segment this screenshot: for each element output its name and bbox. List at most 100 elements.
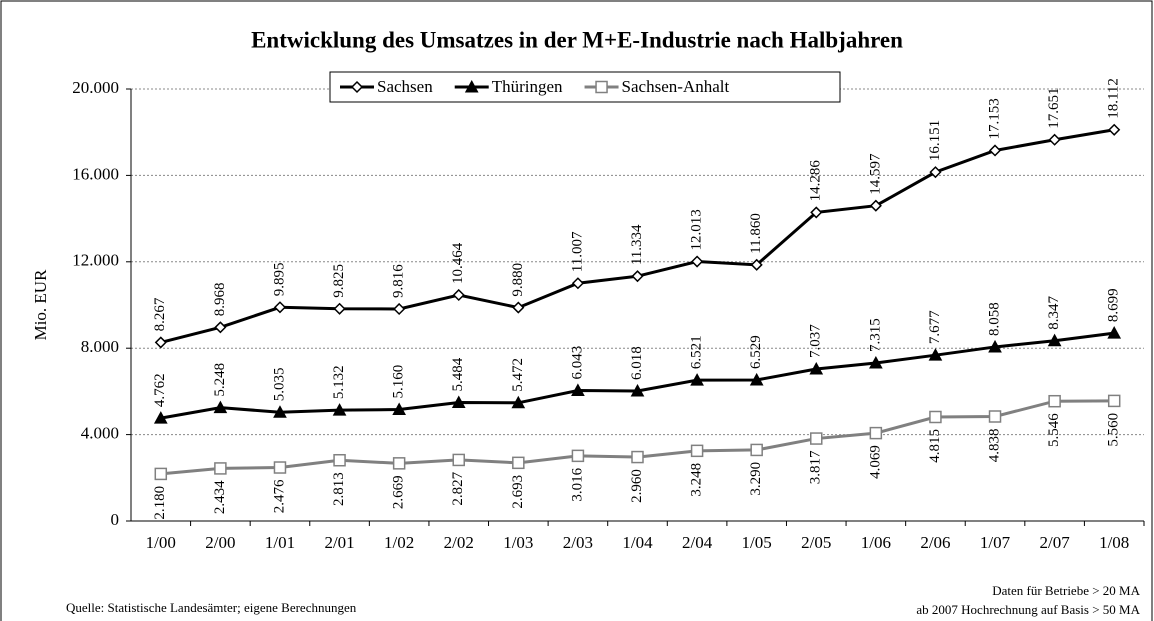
legend-label: Sachsen — [377, 77, 433, 96]
data-label: 3.817 — [808, 450, 824, 484]
data-point — [690, 373, 704, 386]
data-point — [153, 411, 168, 424]
source-note: Quelle: Statistische Landesämter; eigene… — [66, 600, 357, 615]
data-point — [154, 336, 167, 349]
data-point — [332, 403, 347, 416]
x-tick-label: 1/07 — [980, 533, 1011, 552]
legend-label: Sachsen-Anhalt — [622, 77, 730, 96]
data-label: 2.960 — [629, 469, 645, 503]
data-label: 6.043 — [569, 346, 585, 380]
chart-title: Entwicklung des Umsatzes in der M+E-Indu… — [251, 27, 903, 52]
data-point — [512, 456, 525, 470]
footnote: Daten für Betriebe > 20 MA — [992, 583, 1140, 598]
data-point — [511, 395, 526, 409]
data-label: 11.007 — [569, 231, 585, 272]
data-point — [631, 450, 644, 464]
x-tick-label: 1/02 — [384, 533, 414, 552]
data-label: 11.860 — [748, 213, 764, 254]
data-label: 5.248 — [212, 363, 228, 397]
data-point — [1107, 394, 1121, 408]
data-label: 5.160 — [391, 365, 407, 399]
data-label: 2.476 — [271, 479, 287, 513]
data-point — [1048, 394, 1061, 408]
data-point — [452, 453, 465, 467]
data-label: 2.693 — [510, 475, 526, 509]
data-point — [214, 462, 227, 475]
legend: Sachsen Thüringen Sachsen-Anhalt — [329, 71, 841, 103]
data-point — [1048, 133, 1061, 146]
data-point — [571, 277, 584, 290]
data-label: 17.651 — [1046, 87, 1062, 128]
data-label: 8.058 — [986, 302, 1002, 336]
data-label: 4.762 — [152, 373, 168, 407]
data-point — [392, 457, 406, 470]
data-label: 5.484 — [450, 357, 466, 391]
data-label: 18.112 — [1106, 78, 1122, 119]
data-label: 17.153 — [986, 98, 1002, 139]
y-tick-label: 4.000 — [81, 424, 119, 443]
x-tick-label: 1/08 — [1099, 533, 1129, 552]
data-point — [690, 444, 704, 458]
data-label: 4.838 — [986, 428, 1002, 462]
data-label: 8.267 — [152, 297, 168, 331]
data-point — [750, 443, 763, 457]
data-label: 11.334 — [629, 224, 645, 265]
data-label: 10.464 — [450, 242, 466, 284]
data-point — [393, 302, 406, 316]
data-label: 2.827 — [450, 471, 466, 505]
data-point — [273, 461, 287, 474]
data-point — [451, 395, 466, 409]
data-point — [1107, 326, 1122, 339]
data-point — [333, 453, 346, 467]
data-label: 5.560 — [1106, 413, 1122, 447]
data-point — [452, 288, 465, 302]
data-label: 6.529 — [748, 335, 764, 369]
data-point — [988, 410, 1002, 423]
x-tick-label: 2/00 — [205, 533, 235, 552]
x-tick-label: 2/01 — [324, 533, 354, 552]
data-label: 2.813 — [331, 472, 347, 506]
x-tick-label: 1/01 — [265, 533, 295, 552]
data-label: 2.669 — [391, 475, 407, 509]
x-tick-label: 2/07 — [1040, 533, 1071, 552]
data-point — [869, 199, 882, 212]
x-tick-label: 1/04 — [622, 533, 653, 552]
data-point — [571, 449, 585, 463]
x-tick-label: 1/03 — [503, 533, 533, 552]
data-point — [810, 432, 823, 445]
data-point — [750, 258, 763, 271]
data-point — [809, 361, 824, 375]
data-point — [571, 383, 585, 396]
data-point — [333, 302, 346, 315]
y-axis-label: Mio. EUR — [31, 269, 50, 341]
data-label: 2.180 — [152, 486, 168, 520]
data-point — [691, 255, 704, 268]
data-point — [929, 166, 942, 179]
x-tick-label: 1/00 — [146, 533, 176, 552]
data-point — [392, 402, 406, 416]
data-point — [1108, 123, 1121, 136]
data-point — [988, 144, 1002, 157]
x-tick-label: 2/06 — [920, 533, 950, 552]
data-label: 9.895 — [271, 263, 287, 297]
y-tick-label: 0 — [111, 510, 120, 529]
data-label: 8.347 — [1046, 295, 1062, 329]
data-point — [869, 426, 883, 440]
data-point — [929, 410, 942, 424]
x-tick-label: 2/02 — [444, 533, 474, 552]
data-label: 5.035 — [271, 367, 287, 401]
legend-marker — [350, 80, 364, 94]
x-tick-label: 2/04 — [682, 533, 713, 552]
data-label: 5.546 — [1046, 413, 1062, 447]
data-point — [928, 348, 943, 361]
y-tick-label: 8.000 — [81, 337, 119, 356]
data-point — [214, 321, 227, 334]
data-point — [810, 206, 823, 219]
data-label: 9.880 — [510, 263, 526, 297]
footnote: ab 2007 Hochrechnung auf Basis > 50 MA — [916, 602, 1140, 617]
data-label: 14.286 — [808, 160, 824, 202]
data-point — [154, 467, 168, 481]
data-label: 16.151 — [927, 120, 943, 161]
